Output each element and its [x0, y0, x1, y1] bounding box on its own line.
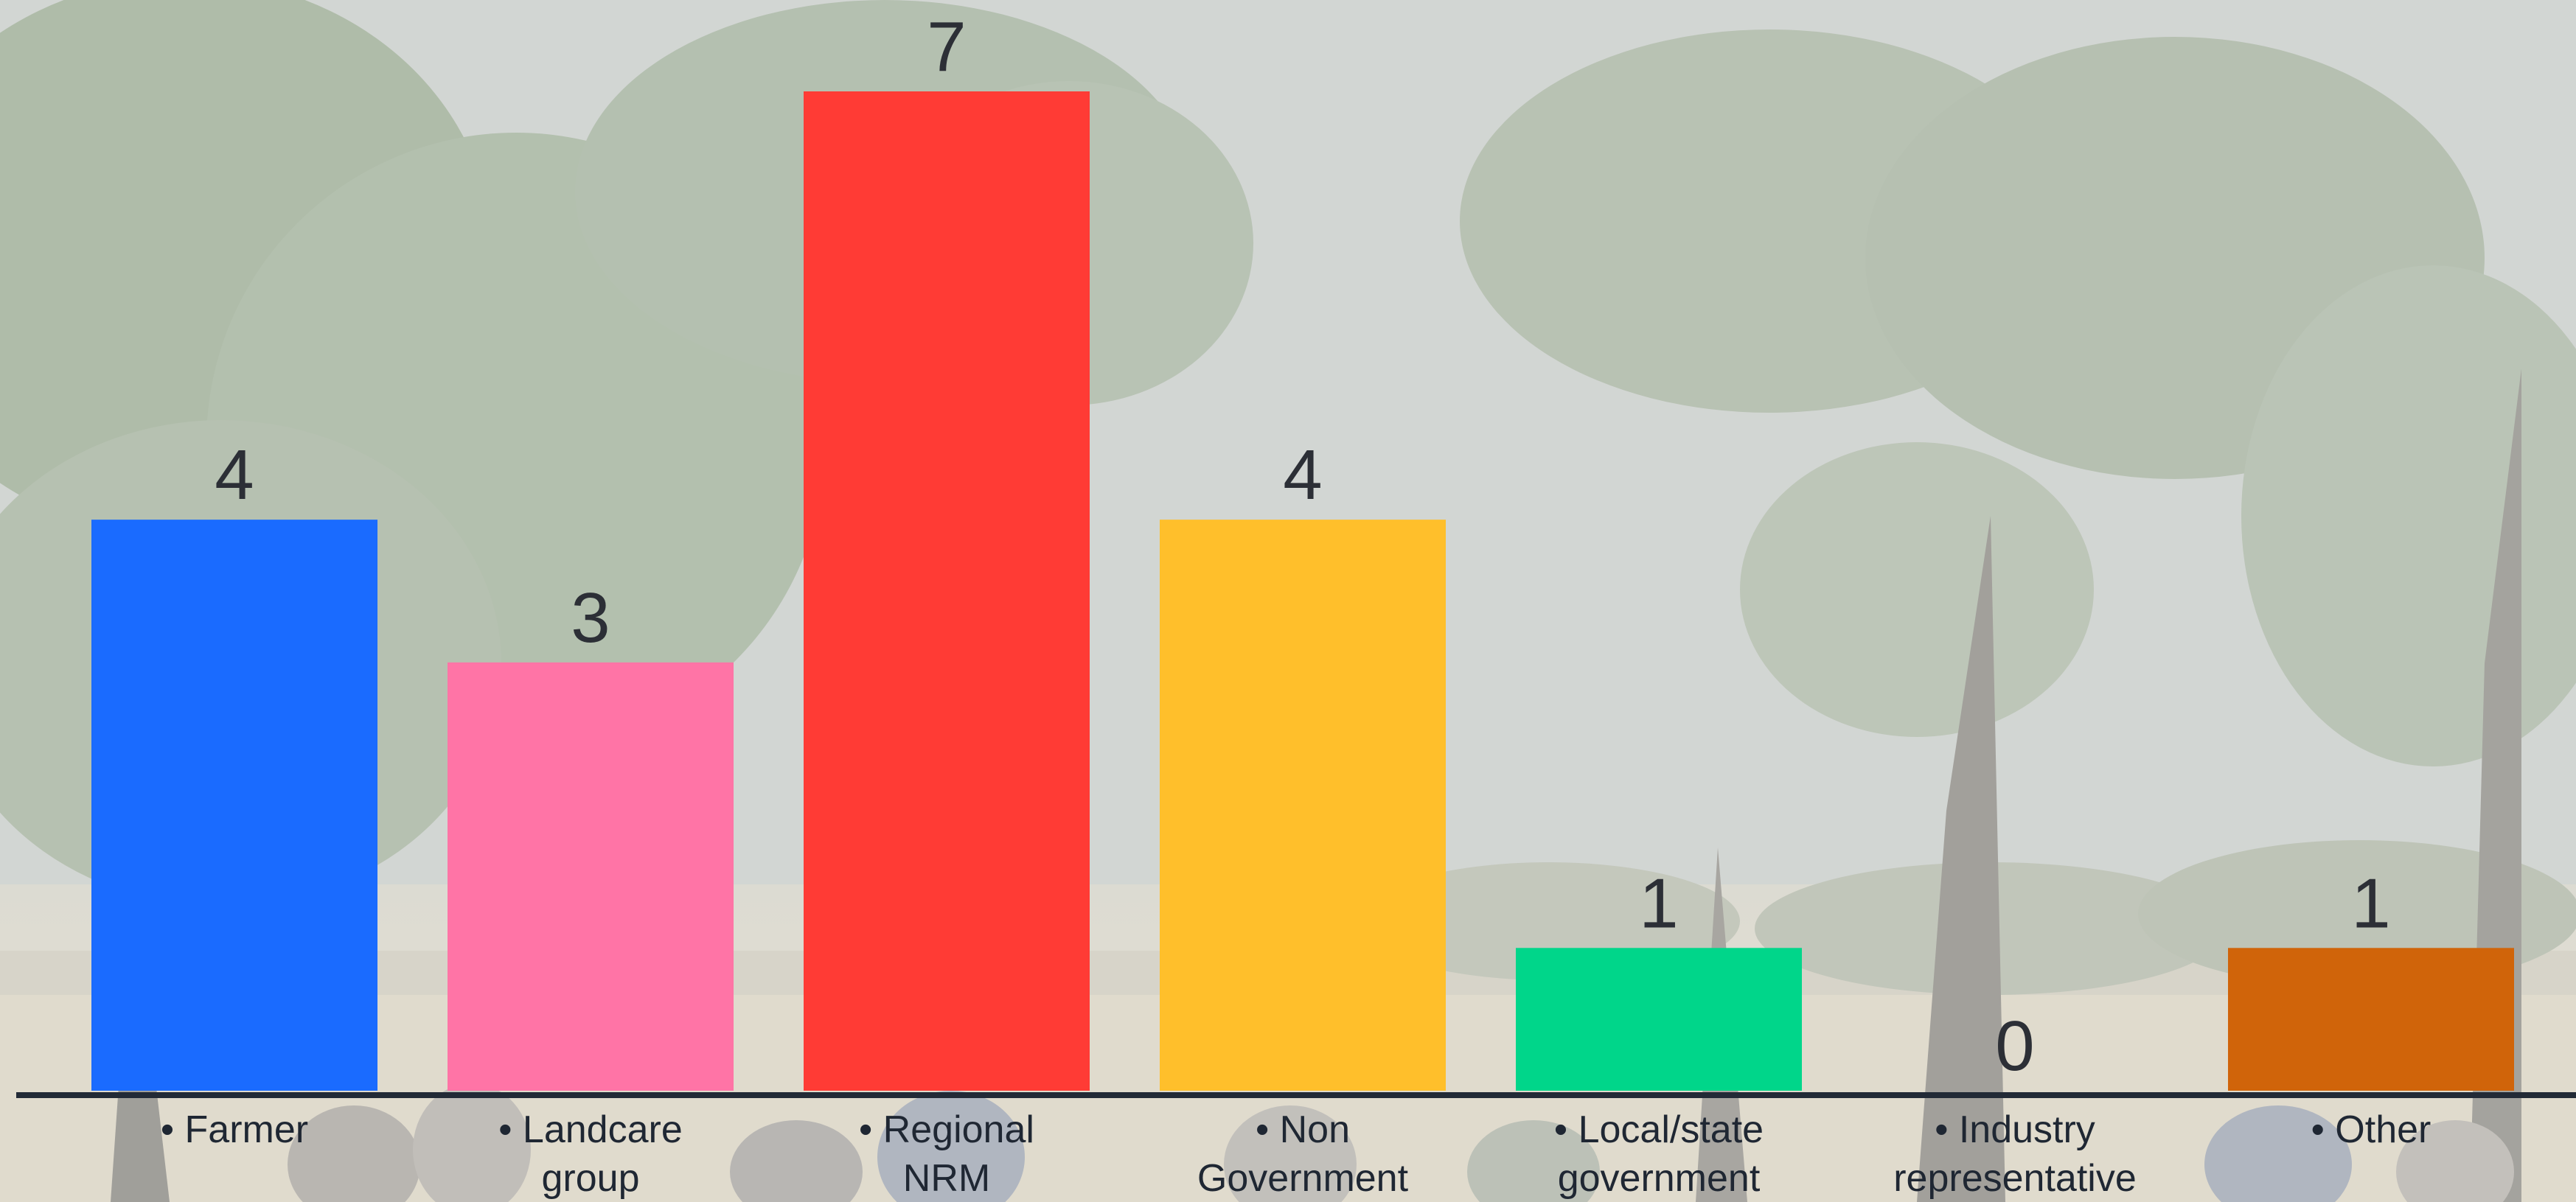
data-label-6: 1	[2351, 864, 2390, 943]
data-label-5: 0	[1995, 1007, 2034, 1086]
category-label-3: • Non Government	[1197, 1108, 1409, 1200]
bar-4	[1516, 948, 1802, 1091]
data-label-3: 4	[1283, 436, 1322, 514]
bar-3	[1160, 520, 1446, 1091]
data-label-1: 3	[571, 579, 610, 657]
data-label-0: 4	[215, 436, 254, 514]
bar-1	[448, 662, 734, 1091]
category-label-1: • Landcare group	[498, 1108, 683, 1200]
category-label-4: • Local/state government	[1554, 1108, 1764, 1200]
category-label-5: • Industry representative	[1893, 1108, 2137, 1200]
data-label-2: 7	[927, 7, 966, 86]
bar-0	[91, 520, 377, 1091]
bar-6	[2228, 948, 2514, 1091]
category-label-0: • Farmer	[161, 1108, 308, 1151]
category-label-2: • Regional NRM	[859, 1108, 1034, 1200]
category-label-6: • Other	[2311, 1108, 2431, 1151]
bar-2	[804, 91, 1090, 1091]
data-label-4: 1	[1639, 864, 1678, 943]
